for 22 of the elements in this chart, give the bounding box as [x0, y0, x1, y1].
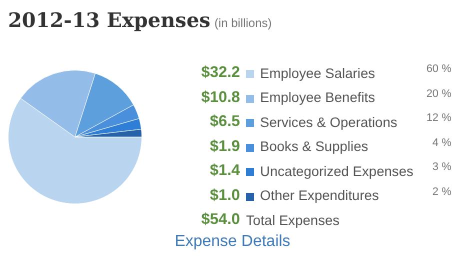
legend-label: Employee Salaries	[259, 64, 376, 83]
text: 60 %	[425, 62, 452, 77]
text: 4 %	[431, 136, 452, 150]
chart-title: 2012-13 Expenses	[8, 8, 210, 32]
text: $54.0 Total Expenses	[200, 210, 341, 230]
data-label: $32.2	[200, 63, 241, 84]
text: 20 %	[425, 86, 452, 102]
legend-label: Books & Supplies	[259, 138, 370, 156]
text: Expense Details	[174, 233, 292, 251]
legend-label: Employee Benefits	[259, 89, 376, 108]
legend-label: Other Expenditures	[259, 187, 380, 206]
text: 12 %	[425, 111, 452, 126]
data-label: $10.8	[200, 88, 241, 108]
chart-subtitle: (in billions)	[214, 16, 272, 30]
text: 2 %	[431, 184, 452, 200]
data-label: $1.4	[208, 161, 241, 182]
legend-label: Uncategorized Expenses	[259, 162, 414, 181]
data-label: $1.0	[208, 186, 241, 206]
data-label: $6.5	[208, 112, 241, 132]
text: 3 %	[431, 160, 452, 175]
data-label: $1.9	[208, 136, 241, 157]
legend-label: Services & Operations	[259, 114, 398, 132]
